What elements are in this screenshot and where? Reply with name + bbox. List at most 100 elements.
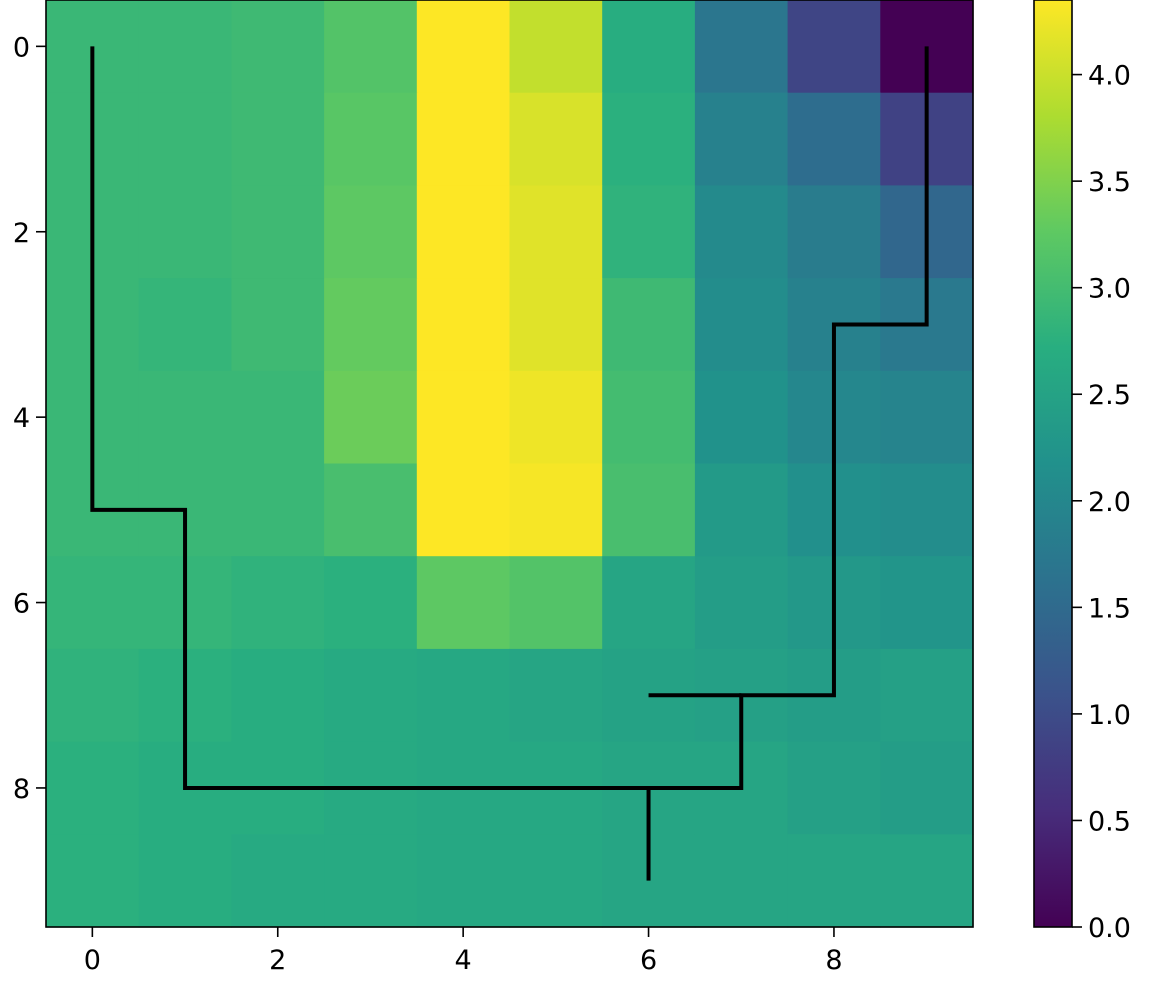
heatmap-cell (416, 463, 511, 557)
colorbar-tick-label: 3.0 (1088, 274, 1131, 305)
x-tick-label: 8 (825, 945, 842, 976)
heatmap-cell (231, 834, 325, 928)
heatmap-cell (138, 185, 232, 279)
heatmap-cell (138, 370, 232, 465)
x-tick-label: 4 (455, 945, 472, 976)
heatmap-cell (46, 648, 140, 743)
heatmap-cell (138, 92, 232, 186)
heatmap-cell (138, 0, 232, 94)
y-axis: 0 2 4 6 8 (13, 32, 46, 805)
heatmap-cell (602, 278, 696, 372)
heatmap-cells (46, 0, 974, 928)
colorbar-tick-label: 0.0 (1088, 913, 1131, 944)
heatmap-cell (231, 648, 325, 743)
heatmap-cell (880, 370, 974, 465)
colorbar-tick-label: 1.0 (1088, 700, 1131, 731)
heatmap-cell (694, 556, 789, 650)
heatmap-cell (231, 0, 325, 94)
colorbar-tick-label: 2.5 (1088, 380, 1131, 411)
heatmap-cell (324, 648, 418, 743)
heatmap-cell (509, 834, 603, 928)
colorbar-tick-label: 3.5 (1088, 167, 1131, 198)
heatmap-cell (138, 278, 232, 372)
heatmap-cell (324, 0, 418, 94)
heatmap-cell (509, 278, 603, 372)
heatmap-cell (602, 463, 696, 557)
heatmap-cell (880, 556, 974, 650)
heatmap-cell (694, 185, 789, 279)
heatmap-cell (416, 185, 511, 279)
heatmap-cell (787, 741, 881, 835)
heatmap-cell (509, 463, 603, 557)
heatmap-cell (324, 92, 418, 186)
x-tick-label: 2 (269, 945, 286, 976)
y-tick-label: 6 (13, 589, 30, 620)
colorbar-gradient (1033, 0, 1073, 928)
heatmap-cell (694, 278, 789, 372)
plot-frame (45, 0, 974, 928)
heatmap-cell (46, 556, 140, 650)
y-tick-label: 4 (13, 403, 30, 434)
y-tick-label: 8 (13, 774, 30, 805)
heatmap-cell (694, 92, 789, 186)
heatmap-cell (602, 0, 696, 94)
heatmap-cell (231, 185, 325, 279)
path-segment (90, 46, 929, 790)
heatmap-cell (416, 648, 511, 743)
heatmap-cell (324, 556, 418, 650)
path-overlay (90, 46, 929, 881)
y-tick-label: 2 (13, 218, 30, 249)
heatmap-cell (880, 648, 974, 743)
heatmap-cell (416, 92, 511, 186)
heatmap-cell (787, 834, 881, 928)
heatmap-cell (880, 741, 974, 835)
heatmap-cell (416, 370, 511, 465)
colorbar-ticks: 0.0 0.5 1.0 1.5 2.0 2.5 3.0 3.5 4.0 (1072, 61, 1131, 944)
heatmap-cell (694, 0, 789, 94)
x-axis: 0 2 4 6 8 (84, 927, 843, 976)
heatmap-cell (787, 92, 881, 186)
heatmap-cell (787, 185, 881, 279)
heatmap-cell (138, 834, 232, 928)
heatmap-cell (46, 741, 140, 835)
heatmap-cell (231, 278, 325, 372)
heatmap-cell (509, 92, 603, 186)
heatmap-cell (694, 834, 789, 928)
heatmap-cell (694, 370, 789, 465)
heatmap-cell (602, 370, 696, 465)
heatmap-cell (231, 463, 325, 557)
heatmap-cell (602, 556, 696, 650)
heatmap-cell (416, 0, 511, 94)
heatmap-cell (324, 185, 418, 279)
heatmap-cell (880, 463, 974, 557)
colorbar-tick-label: 1.5 (1088, 593, 1131, 624)
heatmap-cell (324, 278, 418, 372)
y-tick-label: 0 (13, 32, 30, 63)
heatmap-cell (231, 370, 325, 465)
heatmap-cell (602, 185, 696, 279)
heatmap-cell (694, 463, 789, 557)
heatmap-cell (416, 834, 511, 928)
heatmap-cell (509, 185, 603, 279)
heatmap-cell (880, 834, 974, 928)
colorbar: 0.0 0.5 1.0 1.5 2.0 2.5 3.0 3.5 4.0 (1033, 0, 1131, 944)
heatmap-cell (324, 834, 418, 928)
heatmap-cell (324, 370, 418, 465)
heatmap-cell (324, 463, 418, 557)
heatmap-cell (416, 556, 511, 650)
colorbar-tick-label: 4.0 (1088, 61, 1131, 92)
heatmap-cell (602, 92, 696, 186)
colorbar-tick-label: 2.0 (1088, 487, 1131, 518)
heatmap-cell (509, 370, 603, 465)
heatmap-cell (46, 834, 140, 928)
heatmap-cell (787, 0, 881, 94)
x-tick-label: 0 (84, 945, 101, 976)
heatmap-cell (231, 556, 325, 650)
x-tick-label: 6 (640, 945, 657, 976)
colorbar-tick-label: 0.5 (1088, 806, 1131, 837)
heatmap-cell (416, 278, 511, 372)
heatmap-cell (231, 92, 325, 186)
heatmap-cell (509, 0, 603, 94)
heatmap-cell (509, 556, 603, 650)
